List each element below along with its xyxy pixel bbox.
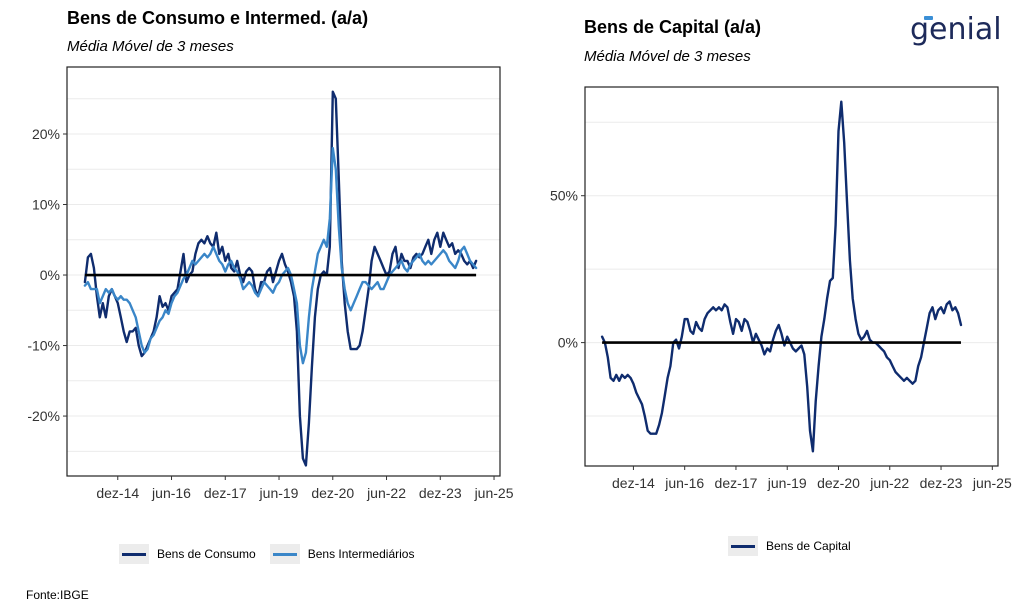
source-note: Fonte:IBGE	[26, 588, 89, 602]
chart-1-x-tick-label: dez-17	[204, 485, 247, 501]
chart-2-subtitle: Média Móvel de 3 meses	[584, 48, 751, 65]
chart-2-y-tick-label: 0%	[558, 335, 578, 351]
chart-1-x-tick-label: jun-25	[474, 485, 514, 501]
chart-1-x-tick-label: dez-23	[419, 485, 462, 501]
chart-1-y-tick-label: 20%	[32, 126, 60, 142]
chart-2-x-tick-label: dez-17	[715, 475, 758, 491]
chart-1-panel: 20% 10% 0% -10% -20% dez-14 jun-16 dez-17 jun-19…	[27, 66, 514, 501]
legend-item-bens-intermediarios: Bens Intermediários	[269, 544, 415, 564]
legend-label-bens-de-capital: Bens de Capital	[766, 539, 851, 553]
chart-1-y-tick-label: 10%	[32, 197, 60, 213]
legend-label-bens-intermediarios: Bens Intermediários	[307, 547, 415, 561]
chart-2-x-tick-label: dez-20	[817, 475, 860, 491]
chart-1-x-tick-label: jun-19	[259, 485, 299, 501]
chart-1-x-tick-label: jun-22	[366, 485, 406, 501]
legend-key-bens-de-capital	[728, 536, 758, 556]
chart-2-x-tick-label: dez-14	[612, 475, 655, 491]
chart-2-x-tick-label: jun-16	[664, 475, 704, 491]
legend-key-bens-de-consumo	[119, 544, 149, 564]
chart-2-series-bens-de-capital	[600, 100, 963, 453]
chart-1-y-tick-label: -10%	[27, 338, 60, 354]
chart-2-x-tick-label: jun-22	[869, 475, 909, 491]
chart-2-panel-border	[584, 86, 999, 467]
chart-2-title: Bens de Capital (a/a)	[584, 17, 762, 37]
chart-1-panel-border	[66, 66, 501, 477]
chart-2-panel: 50% 0% dez-14 jun-16 dez-17 jun-19 dez-20 jun-2…	[550, 86, 1012, 491]
chart-1-legend: Bens de Consumo Bens Intermediários	[119, 544, 428, 564]
chart-1-x-tick-label: jun-16	[151, 485, 191, 501]
chart-1-title: Bens de Consumo e Intermed. (a/a)	[67, 8, 369, 28]
chart-2-x-tick-label: dez-23	[920, 475, 963, 491]
chart-1-y-tick-label: 0%	[40, 267, 60, 283]
chart-2-x-tick-label: jun-25	[972, 475, 1012, 491]
legend-item-bens-de-capital: Bens de Capital	[728, 536, 851, 556]
chart-1-y-tick-label: -20%	[27, 408, 60, 424]
legend-item-bens-de-consumo: Bens de Consumo	[119, 544, 256, 564]
legend-label-bens-de-consumo: Bens de Consumo	[157, 547, 256, 561]
chart-1-x-tick-label: dez-14	[96, 485, 139, 501]
chart-2-x-tick-label: jun-19	[767, 475, 807, 491]
chart-1-x-tick-label: dez-20	[311, 485, 354, 501]
chart-1-subtitle: Média Móvel de 3 meses	[67, 38, 234, 55]
chart-2-legend: Bens de Capital	[728, 536, 865, 556]
logo-accent-mark	[924, 16, 933, 20]
chart-1-series-bens-intermediarios	[83, 146, 478, 365]
legend-key-bens-intermediarios	[269, 544, 300, 564]
chart-2-y-tick-label: 50%	[550, 188, 578, 204]
